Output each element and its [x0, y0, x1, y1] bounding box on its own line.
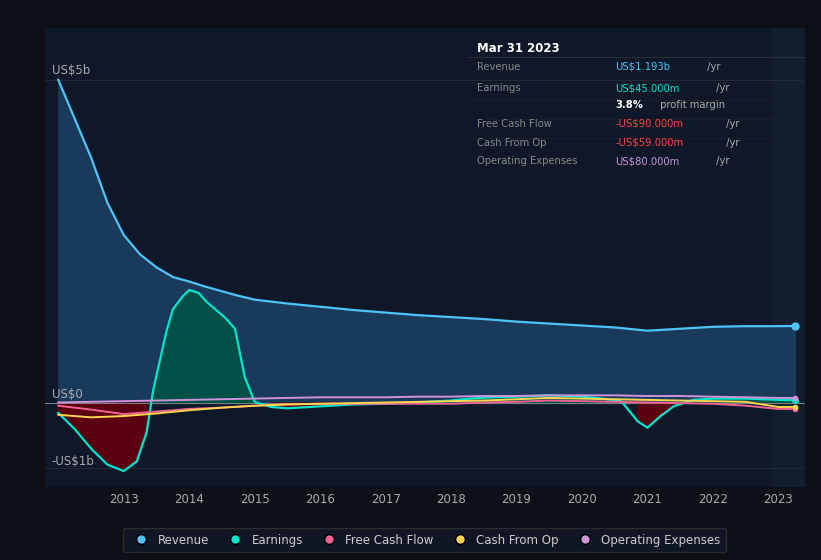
Bar [772, 28, 805, 487]
Text: US$0: US$0 [52, 388, 82, 401]
Legend: Revenue, Earnings, Free Cash Flow, Cash From Op, Operating Expenses: Revenue, Earnings, Free Cash Flow, Cash … [123, 528, 727, 553]
Text: -US$1b: -US$1b [52, 455, 94, 468]
Text: US$5b: US$5b [52, 63, 90, 77]
